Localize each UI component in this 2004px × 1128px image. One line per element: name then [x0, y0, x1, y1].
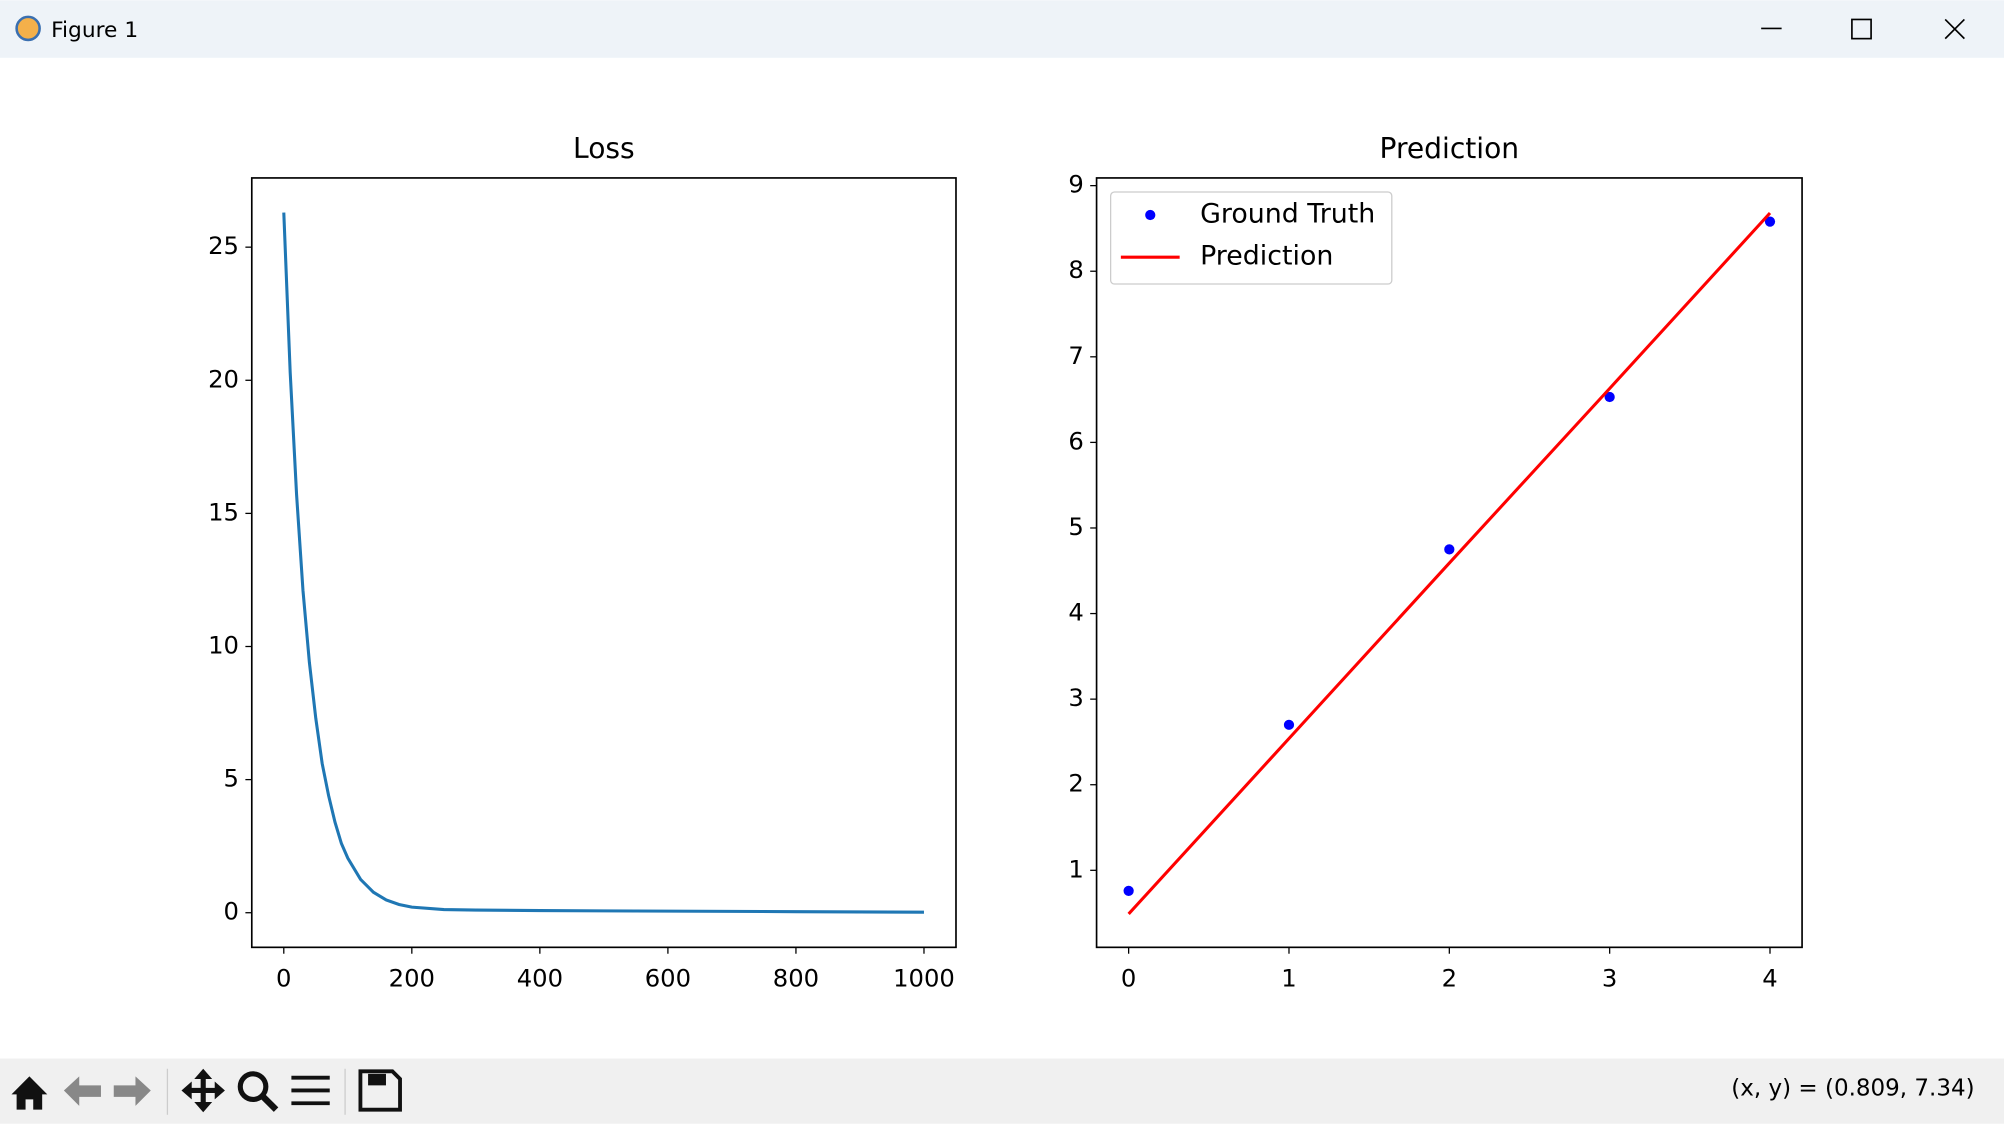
y-tick-label: 8	[1068, 255, 1083, 284]
chart-title: Loss	[573, 132, 635, 165]
x-tick-label: 1000	[893, 963, 955, 992]
y-tick-label: 2	[1068, 769, 1083, 798]
legend-label: Ground Truth	[1200, 199, 1375, 230]
data-point	[1123, 885, 1134, 896]
x-tick-label: 1	[1281, 963, 1296, 992]
x-tick-label: 600	[645, 963, 691, 992]
y-tick-label: 20	[208, 364, 239, 393]
y-tick-label: 0	[224, 897, 239, 926]
save-button[interactable]	[358, 1069, 402, 1112]
legend-label: Prediction	[1200, 241, 1333, 272]
x-tick-label: 400	[517, 963, 563, 992]
toolbar	[0, 1058, 2004, 1124]
plot-frame	[250, 177, 957, 949]
y-tick-label: 10	[208, 631, 239, 660]
x-tick-label: 0	[1121, 963, 1136, 992]
y-tick-label: 7	[1068, 341, 1083, 370]
back-button[interactable]	[63, 1076, 101, 1106]
x-tick-label: 2	[1442, 963, 1457, 992]
data-point	[1604, 391, 1615, 403]
data-point	[1283, 719, 1295, 730]
data-line	[282, 212, 924, 914]
y-tick-label: 9	[1068, 170, 1083, 199]
coordinates: (x, y) = (0.809, 7.34)	[1731, 1076, 1974, 1102]
y-tick-label: 6	[1068, 426, 1083, 455]
save-icon-part	[368, 1073, 386, 1086]
x-tick-label: 0	[276, 963, 291, 992]
y-tick-label: 4	[1068, 598, 1083, 627]
y-tick-label: 1	[1068, 854, 1083, 883]
forward-button[interactable]	[113, 1076, 151, 1106]
title-bar	[0, 0, 2004, 58]
legend-box	[1109, 191, 1393, 285]
data-point	[1444, 544, 1455, 555]
plot-frame	[1095, 177, 1803, 949]
x-tick-label: 800	[773, 963, 819, 992]
configure-button[interactable]	[291, 1075, 330, 1106]
legend-marker	[1145, 209, 1156, 221]
data-line	[1127, 211, 1772, 915]
x-tick-label: 3	[1602, 963, 1617, 992]
y-tick-label: 25	[208, 231, 239, 260]
close-button[interactable]	[1944, 18, 1965, 40]
maximize-button[interactable]	[1851, 18, 1872, 40]
x-tick-label: 4	[1762, 963, 1777, 992]
data-point	[1764, 216, 1776, 227]
y-tick-label: 3	[1068, 683, 1083, 712]
x-tick-label: 200	[389, 963, 435, 992]
y-tick-label: 5	[1068, 512, 1083, 541]
home-button[interactable]	[11, 1076, 48, 1110]
window-title: Figure 1	[51, 18, 138, 43]
zoom-handle	[259, 1093, 279, 1112]
y-tick-label: 5	[224, 764, 239, 793]
chart-title: Prediction	[1379, 132, 1519, 165]
zoom-button[interactable]	[237, 1071, 269, 1102]
y-tick-label: 15	[208, 497, 239, 526]
pan-button[interactable]	[181, 1068, 225, 1113]
app-icon	[15, 15, 41, 42]
